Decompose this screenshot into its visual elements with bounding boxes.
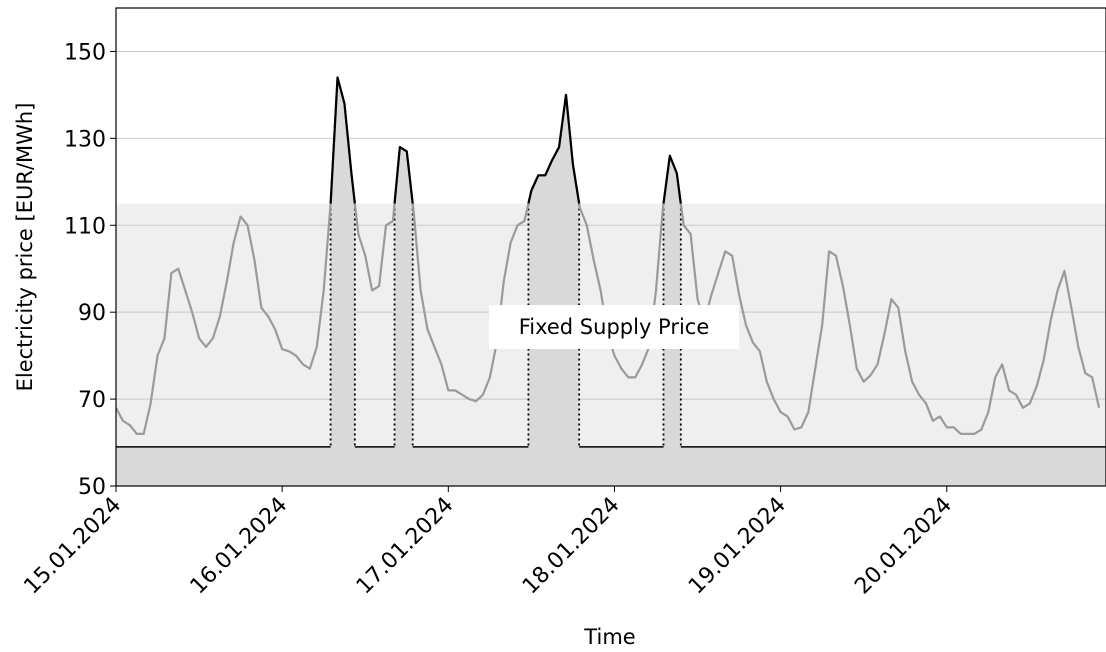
axes	[115, 7, 1106, 487]
y-axis-label: Electricity price [EUR/MWh]	[13, 103, 37, 392]
peak-line-1	[393, 145, 414, 204]
peak-fills	[116, 77, 1106, 448]
ytick-label-50: 50	[78, 475, 106, 500]
peak-fill-3	[663, 155, 681, 447]
ytick-label-110: 110	[64, 214, 106, 239]
peak-fill-0	[330, 77, 355, 447]
plot-frame	[115, 7, 1106, 487]
xtick-label-5: 20.01.2024	[850, 493, 957, 600]
ytick-label-90: 90	[78, 301, 106, 326]
y-ticks: 50 70 90 110 130 150	[64, 40, 116, 500]
xtick-label-3: 18.01.2024	[518, 493, 625, 600]
xtick-label-0: 15.01.2024	[19, 493, 126, 600]
peak-line-3	[662, 154, 682, 204]
peak-line-0	[329, 76, 356, 204]
xtick-label-2: 17.01.2024	[352, 493, 459, 600]
peak-fill-1	[394, 147, 413, 447]
baseline-fill	[116, 446, 1106, 486]
xtick-label-1: 16.01.2024	[186, 493, 293, 600]
annotation-box	[489, 305, 739, 349]
x-axis-label: Time	[583, 625, 635, 649]
fixed-supply-annotation: Fixed Supply Price	[489, 305, 739, 349]
annotation-text: Fixed Supply Price	[519, 315, 710, 339]
ytick-label-150: 150	[64, 40, 106, 65]
baseline-rect	[116, 446, 1106, 486]
ytick-label-70: 70	[78, 388, 106, 413]
peak-line-2	[527, 93, 581, 204]
peak-fill-2	[528, 94, 580, 447]
ytick-label-130: 130	[64, 127, 106, 152]
x-ticks: 15.01.2024 16.01.2024 17.01.2024 18.01.2024…	[19, 486, 957, 599]
xtick-label-4: 19.01.2024	[684, 493, 791, 600]
